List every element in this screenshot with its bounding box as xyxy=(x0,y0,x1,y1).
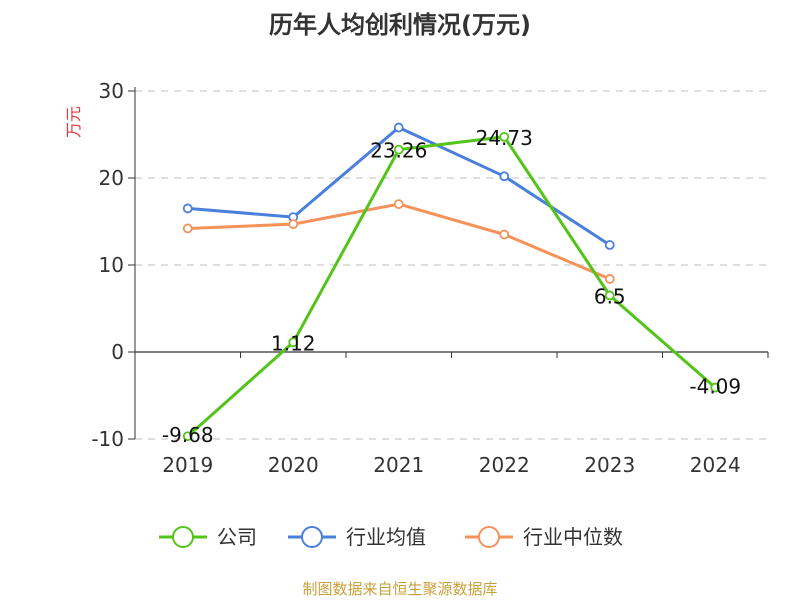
y-tick-label: 20 xyxy=(99,166,124,190)
data-point[interactable] xyxy=(393,122,404,133)
data-point[interactable] xyxy=(710,382,721,393)
data-point[interactable] xyxy=(499,229,510,240)
legend-marker xyxy=(478,526,500,548)
legend-marker xyxy=(301,526,323,548)
data-point[interactable] xyxy=(604,290,615,301)
legend-item-1[interactable]: 行业均值 xyxy=(288,525,426,549)
legend-item-2[interactable]: 行业中位数 xyxy=(465,525,623,549)
data-labels: -9.68 1.12 23.26 24.73 6.5 -4.09 xyxy=(162,126,741,447)
legend-label: 行业均值 xyxy=(346,525,426,549)
axes: 30 20 10 0 -10 2019 2020 2021 2022 2023 2024 xyxy=(91,79,769,477)
chart-title: 历年人均创利情况(万元) xyxy=(269,11,531,39)
data-label: 1.12 xyxy=(271,331,316,355)
y-tick-label: -10 xyxy=(91,427,124,451)
data-source-footer: 制图数据来自恒生聚源数据库 xyxy=(302,580,497,598)
data-point[interactable] xyxy=(393,144,404,155)
series-line-2 xyxy=(187,202,611,281)
series-lines xyxy=(182,122,721,442)
data-point[interactable] xyxy=(182,431,193,442)
legend-label: 公司 xyxy=(217,525,257,549)
legend-marker xyxy=(172,526,194,548)
y-tick-label: 0 xyxy=(111,340,124,364)
data-point[interactable] xyxy=(604,240,615,250)
y-tick-label: 10 xyxy=(99,253,124,277)
x-tick-label: 2024 xyxy=(690,453,741,477)
data-label: -4.09 xyxy=(689,375,741,399)
data-point[interactable] xyxy=(499,171,510,182)
x-tick-label: 2023 xyxy=(584,453,635,477)
data-point[interactable] xyxy=(182,223,193,234)
y-axis-unit-label: 万元 xyxy=(64,106,83,138)
data-label: -9.68 xyxy=(162,423,214,447)
legend[interactable]: 公司 行业均值 行业中位数 xyxy=(159,525,623,549)
data-point[interactable] xyxy=(288,219,299,230)
data-point[interactable] xyxy=(499,131,510,142)
grid-lines xyxy=(135,90,768,440)
x-tick-label: 2019 xyxy=(162,453,213,477)
legend-item-0[interactable]: 公司 xyxy=(159,525,257,549)
data-point[interactable] xyxy=(182,203,193,214)
x-tick-label: 2022 xyxy=(479,453,530,477)
data-point[interactable] xyxy=(604,274,615,284)
data-label: 6.5 xyxy=(594,284,626,308)
legend-label: 行业中位数 xyxy=(523,525,623,549)
data-label: 24.73 xyxy=(476,126,533,150)
y-tick-label: 30 xyxy=(99,79,124,103)
data-point[interactable] xyxy=(288,337,299,348)
series-line-0 xyxy=(186,135,717,438)
x-tick-label: 2020 xyxy=(268,453,319,477)
x-tick-label: 2021 xyxy=(373,453,424,477)
data-point[interactable] xyxy=(393,199,404,210)
data-label: 23.26 xyxy=(370,139,427,163)
